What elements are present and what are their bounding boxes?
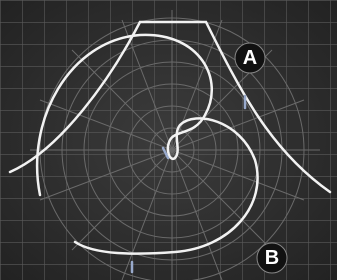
marker-label: B bbox=[265, 247, 279, 269]
marker-a: A bbox=[235, 43, 265, 73]
marker-label: A bbox=[243, 47, 257, 69]
page: A B (() => { const data = JSON.parse(doc… bbox=[0, 0, 337, 280]
marker-b: B bbox=[257, 243, 287, 273]
scope-screen: A B bbox=[0, 0, 337, 280]
